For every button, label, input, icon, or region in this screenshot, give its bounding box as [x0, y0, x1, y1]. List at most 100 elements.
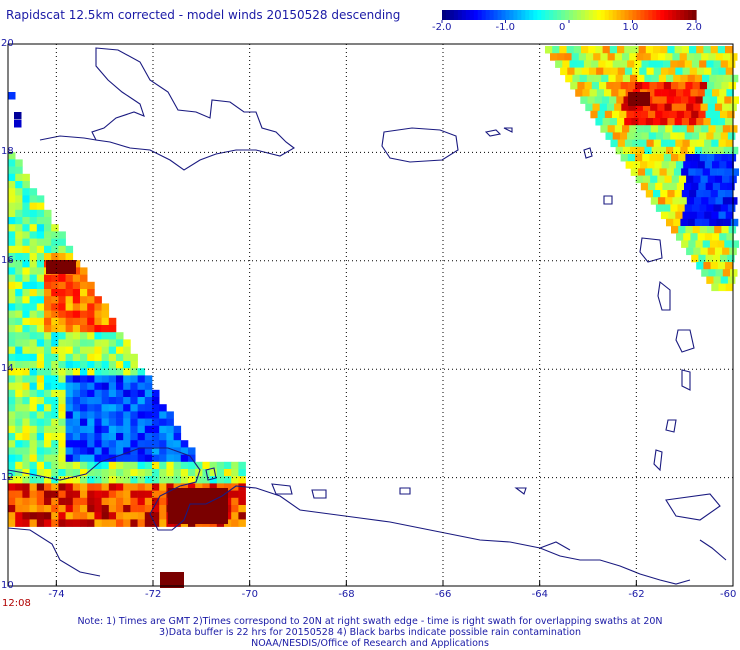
wind-cell: [703, 118, 711, 126]
coastline: [539, 541, 571, 551]
wind-cell: [712, 182, 721, 191]
wind-cell: [22, 397, 30, 405]
wind-cell: [660, 67, 669, 76]
wind-cell: [29, 202, 38, 211]
wind-cell: [44, 339, 52, 347]
wind-cell: [116, 361, 124, 369]
wind-cell: [58, 425, 66, 434]
colorbar-swatch: [513, 10, 519, 20]
wind-cell: [641, 132, 649, 140]
wind-cell: [137, 433, 146, 441]
wind-cell: [727, 132, 736, 140]
wind-cell: [711, 139, 719, 148]
wind-cell: [699, 154, 708, 162]
wind-cell: [44, 425, 52, 434]
wind-cell: [672, 125, 680, 133]
wind-cell: [80, 512, 88, 520]
wind-cell: [123, 361, 131, 369]
wind-cell: [58, 310, 66, 319]
wind-cell: [94, 368, 102, 376]
wind-cell: [646, 139, 654, 148]
wind-cell: [15, 368, 23, 376]
wind-cell: [663, 60, 671, 68]
wind-cell: [137, 418, 146, 427]
wind-cell: [612, 110, 620, 119]
wind-cell: [44, 310, 52, 319]
wind-cell: [144, 490, 153, 499]
wind-cell: [696, 190, 704, 198]
wind-cell: [108, 469, 117, 477]
wind-cell: [582, 89, 590, 97]
wind-cell: [717, 96, 725, 104]
wind-cell: [648, 132, 657, 140]
wind-cell: [610, 139, 618, 148]
wind-cell: [36, 245, 45, 254]
wind-cell: [698, 254, 706, 263]
wind-cell: [29, 490, 38, 499]
wind-cell: [72, 512, 81, 520]
colorbar-swatch: [600, 10, 606, 20]
wind-cell: [123, 418, 131, 427]
wind-cell: [72, 397, 81, 405]
wind-cell: [44, 411, 52, 419]
coastline: [653, 449, 663, 472]
wind-cell: [630, 168, 639, 176]
wind-cell: [36, 490, 45, 499]
wind-cell: [683, 89, 691, 97]
wind-cell: [725, 211, 734, 220]
wind-cell: [58, 382, 66, 391]
colorbar-swatch: [608, 10, 614, 20]
wind-cell: [72, 389, 81, 398]
wind-cell: [715, 53, 724, 61]
wind-cell: [722, 247, 730, 256]
wind-cell: [58, 303, 66, 311]
wind-cell: [722, 53, 731, 61]
wind-cell: [137, 483, 146, 491]
wind-cell: [715, 197, 724, 205]
wind-cell: [707, 154, 715, 162]
wind-cell: [180, 476, 189, 484]
wind-cell: [703, 262, 711, 270]
wind-cell: [654, 89, 662, 97]
wind-cell: [159, 411, 167, 419]
wind-cell: [144, 375, 153, 383]
colorbar-swatch: [612, 10, 618, 20]
wind-cell: [238, 461, 246, 470]
wind-cell: [15, 469, 23, 477]
lat-tick-label: 20: [1, 38, 14, 49]
wind-cell: [58, 519, 66, 527]
wind-cell: [44, 440, 52, 448]
wind-cell: [29, 245, 38, 254]
wind-cell: [36, 317, 45, 326]
wind-cell: [678, 226, 686, 234]
wind-cell: [604, 89, 612, 97]
wind-cell: [44, 289, 52, 297]
wind-cell: [702, 168, 711, 176]
wind-cell: [714, 103, 723, 112]
wind-cell: [29, 310, 38, 319]
wind-cell: [667, 190, 675, 198]
wind-cell: [94, 425, 102, 434]
wind-cell: [557, 53, 565, 61]
wind-cell: [58, 368, 66, 376]
wind-cell: [619, 60, 628, 68]
wind-cell: [689, 211, 698, 220]
wind-cell: [707, 247, 716, 256]
wind-cell: [137, 368, 146, 376]
wind-cell: [727, 60, 736, 68]
wind-cell: [707, 82, 715, 90]
wind-cell: [58, 469, 66, 477]
wind-cell: [709, 146, 717, 155]
wind-cell: [108, 317, 117, 326]
wind-cell: [637, 146, 645, 155]
wind-cell: [15, 440, 23, 448]
wind-cell: [670, 60, 678, 68]
wind-cell: [238, 469, 246, 477]
wind-cell: [36, 274, 45, 283]
wind-cell: [659, 168, 667, 176]
wind-cell: [637, 168, 646, 176]
wind-cell: [622, 146, 631, 155]
wind-cell: [108, 368, 117, 376]
wind-cell: [58, 361, 66, 369]
wind-cell: [681, 168, 689, 176]
